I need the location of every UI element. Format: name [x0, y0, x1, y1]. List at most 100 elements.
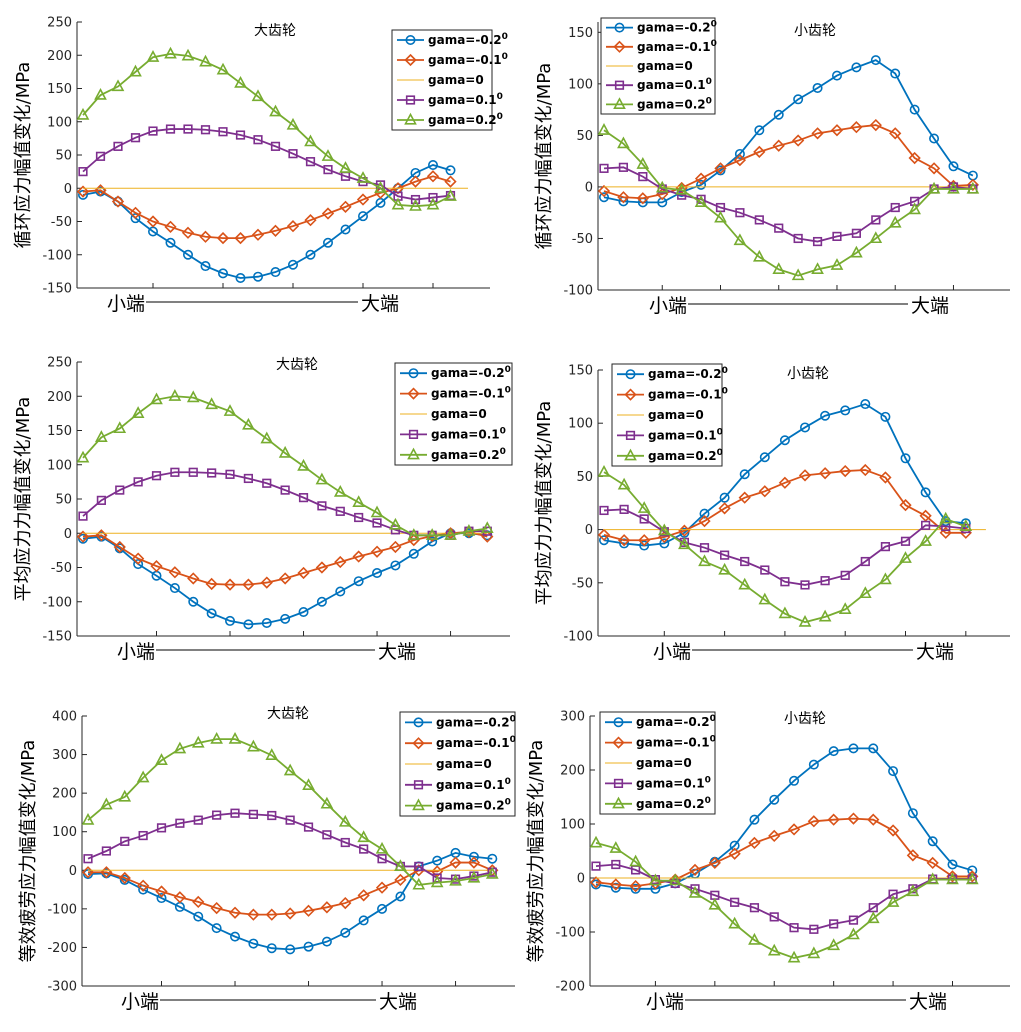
- data-point: [76, 450, 90, 463]
- data-point: [639, 540, 650, 551]
- data-point: [372, 518, 382, 528]
- data-point: [860, 556, 870, 567]
- data-point: [146, 50, 160, 62]
- data-point: [113, 540, 126, 554]
- data-point: [173, 891, 187, 904]
- legend-item: gama=0.20: [617, 448, 723, 463]
- legend-label: gama=-0.10: [636, 735, 716, 750]
- data-point: [840, 405, 851, 416]
- series-gama=-0.1: [81, 856, 499, 921]
- data-point: [206, 608, 217, 619]
- data-point: [959, 519, 973, 532]
- data-point: [339, 161, 352, 173]
- y-axis-label: 循环应力幅值变化/MPa: [13, 62, 34, 249]
- data-point: [321, 207, 335, 220]
- data-point: [225, 469, 235, 479]
- series-gama=-0.1: [76, 170, 457, 245]
- series-gama=-0.2: [83, 847, 498, 955]
- legend-item: gama=0.10: [405, 777, 511, 792]
- legend-item: gama=0: [617, 408, 704, 422]
- y-tick-label: -100: [555, 926, 585, 941]
- data-point: [391, 182, 405, 195]
- x-label-small-end: 小端: [649, 295, 687, 317]
- chart-panel-3: -150 -100 -50 0 50 100 150 200 250 小端 大端 平均应力力幅值变化/…: [13, 356, 513, 663]
- legend-label: gama=0: [636, 756, 692, 770]
- data-point: [719, 492, 730, 503]
- series-gama=-0.2: [78, 159, 456, 284]
- chart-title: 小齿轮: [784, 711, 826, 727]
- legend-label-superscript: 0: [500, 426, 506, 436]
- data-point: [315, 561, 329, 574]
- data-point: [335, 586, 346, 597]
- data-point: [322, 830, 332, 840]
- data-point: [120, 836, 130, 846]
- legend-marker: [624, 448, 637, 461]
- legend-item: gama=-0.10: [400, 386, 511, 401]
- data-point: [426, 197, 440, 210]
- data-point: [939, 511, 953, 524]
- data-point: [738, 491, 751, 504]
- data-point: [830, 124, 844, 137]
- data-point: [791, 268, 805, 281]
- data-point: [370, 505, 384, 518]
- series-line: [603, 403, 966, 547]
- data-point: [297, 458, 310, 471]
- data-point: [599, 505, 609, 516]
- data-point: [800, 580, 810, 590]
- series-gama=0.1: [78, 467, 492, 540]
- data-point: [320, 796, 334, 809]
- data-point: [812, 236, 823, 247]
- data-point: [866, 911, 880, 924]
- y-tick-label: -50: [572, 232, 593, 247]
- data-point: [678, 537, 691, 550]
- data-point: [758, 485, 771, 498]
- data-point: [357, 889, 370, 902]
- data-point: [638, 172, 648, 182]
- data-point: [812, 82, 823, 93]
- legend: gama=-0.20 gama=-0.10 gama=0 gama=0.10 gama=…: [611, 363, 728, 467]
- data-point: [749, 903, 760, 913]
- data-point: [248, 938, 259, 949]
- data-point: [748, 836, 761, 850]
- y-tick-label: 400: [52, 710, 77, 725]
- data-point: [395, 891, 406, 902]
- legend-marker: [405, 95, 416, 105]
- chart-panel-4: -100 -50 0 50 100 150 小端 大端 平均应力力幅值变化/MPa 小齿轮 gama…: [534, 363, 1010, 663]
- legend-label-superscript: 0: [706, 77, 712, 87]
- legend-label: gama=0.10: [648, 427, 723, 442]
- data-point: [334, 555, 347, 569]
- data-point: [921, 520, 931, 530]
- series-gama=-0.1: [597, 118, 980, 205]
- data-point: [228, 906, 242, 919]
- data-point: [248, 809, 258, 819]
- data-point: [787, 950, 801, 963]
- data-point: [304, 214, 317, 227]
- legend-label: gama=0.20: [431, 447, 506, 462]
- y-tick-label: 200: [52, 787, 77, 802]
- data-point: [590, 879, 601, 890]
- data-point: [907, 808, 918, 819]
- data-point: [333, 484, 347, 497]
- data-point: [410, 194, 421, 205]
- data-point: [150, 559, 163, 573]
- data-point: [696, 179, 707, 190]
- legend-marker: [408, 368, 419, 379]
- data-point: [609, 841, 623, 853]
- legend: gama=-0.20 gama=-0.10 gama=0 gama=0.10 gama=…: [394, 362, 513, 466]
- legend-label: gama=0.10: [637, 77, 712, 92]
- data-point: [908, 151, 921, 165]
- data-point: [165, 237, 176, 248]
- data-point: [867, 813, 880, 826]
- data-point: [869, 231, 883, 244]
- y-tick-label: 0: [69, 864, 77, 879]
- legend: gama=-0.20 gama=-0.10 gama=0 gama=0.10 gama=…: [391, 29, 508, 131]
- data-point: [205, 397, 218, 410]
- data-point: [76, 530, 90, 543]
- legend-label-superscript: 0: [502, 52, 508, 62]
- data-point: [754, 215, 764, 225]
- data-point: [389, 517, 402, 530]
- legend-marker: [625, 430, 636, 441]
- data-point: [880, 542, 891, 552]
- data-point: [132, 552, 145, 565]
